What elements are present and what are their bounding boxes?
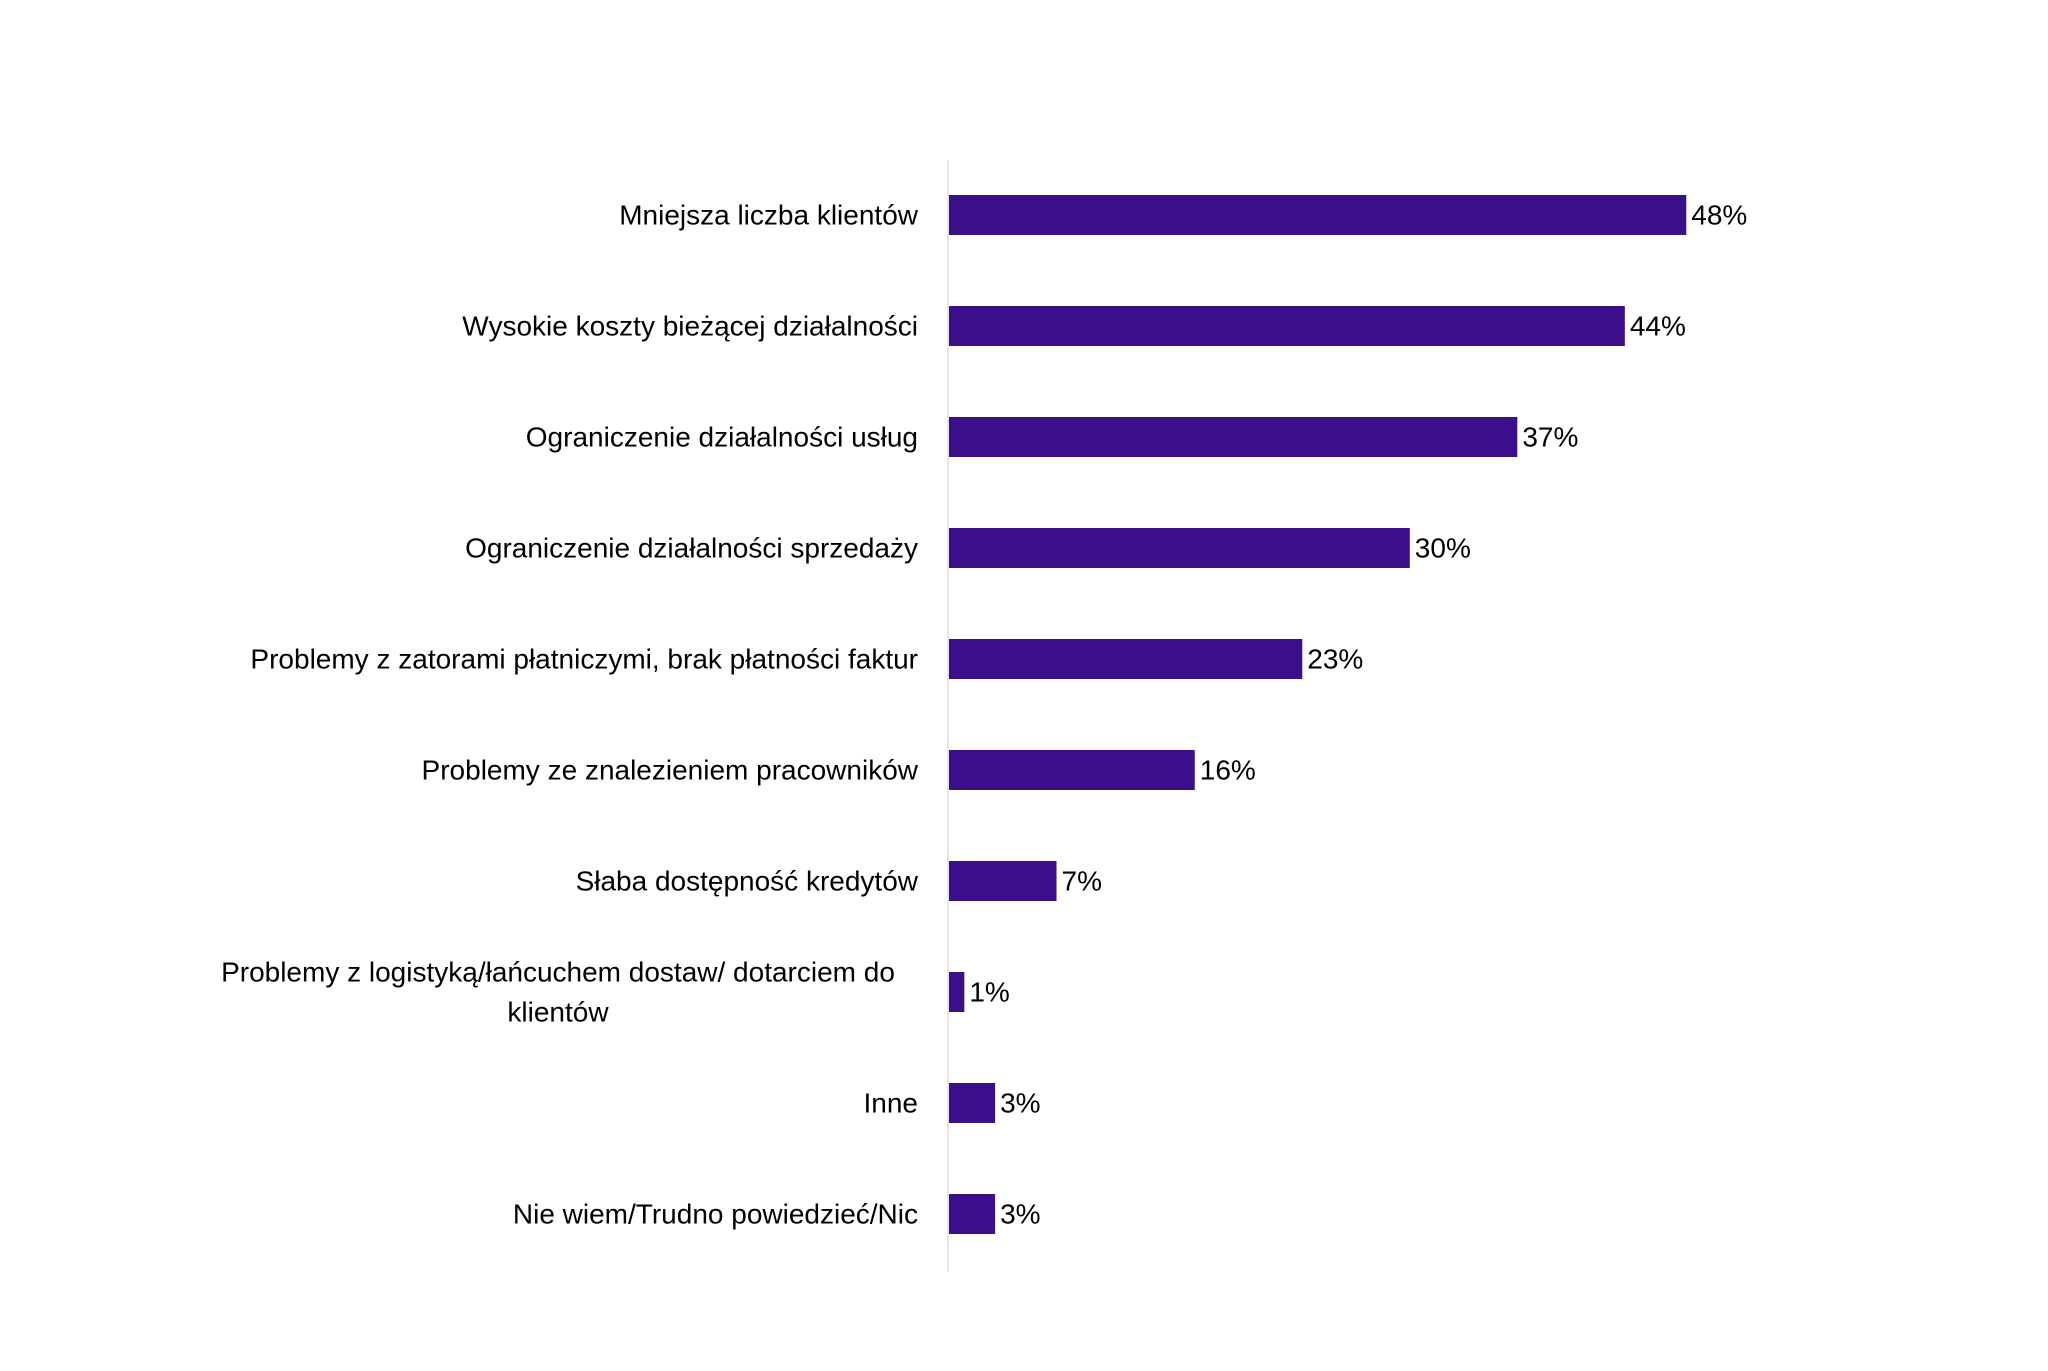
bar	[949, 750, 1195, 790]
bar-value-label: 3%	[1000, 1088, 1040, 1119]
category-label-line: Problemy z zatorami płatniczymi, brak pł…	[250, 644, 918, 675]
category-label-line: Słaba dostępność kredytów	[576, 866, 919, 897]
category-label: Wysokie koszty bieżącej działalności	[462, 311, 918, 342]
bar-value-label: 30%	[1415, 533, 1471, 564]
category-label: Problemy z logistyką/łańcuchem dostaw/ d…	[221, 957, 895, 1028]
bar	[949, 972, 965, 1012]
bar-value-label: 23%	[1307, 644, 1363, 675]
bar-value-label: 44%	[1630, 311, 1686, 342]
category-label-line: Wysokie koszty bieżącej działalności	[462, 311, 918, 342]
category-label: Ograniczenie działalności sprzedaży	[465, 533, 918, 564]
category-label: Słaba dostępność kredytów	[576, 866, 919, 897]
bar-value-label: 7%	[1062, 866, 1102, 897]
category-label-line: Problemy z logistyką/łańcuchem dostaw/ d…	[221, 957, 895, 988]
category-label: Ograniczenie działalności usług	[526, 422, 918, 453]
bar-value-label: 48%	[1691, 200, 1747, 231]
bar-value-label: 37%	[1522, 422, 1578, 453]
bar	[949, 1083, 996, 1123]
bar-value-label: 3%	[1000, 1199, 1040, 1230]
bars-layer	[949, 195, 1687, 1234]
bar-value-label: 1%	[969, 977, 1009, 1008]
category-label-line: Problemy ze znalezieniem pracowników	[422, 755, 919, 786]
bar	[949, 861, 1057, 901]
category-labels-layer: Mniejsza liczba klientów Wysokie koszty b…	[221, 200, 919, 1230]
category-label: Nie wiem/Trudno powiedzieć/Nic	[513, 1199, 918, 1230]
category-label-line: Inne	[864, 1088, 919, 1119]
category-label-line: Ograniczenie działalności usług	[526, 422, 918, 453]
category-label: Problemy ze znalezieniem pracowników	[422, 755, 919, 786]
bar	[949, 417, 1518, 457]
category-label: Mniejsza liczba klientów	[619, 200, 919, 231]
category-label-line: Mniejsza liczba klientów	[619, 200, 919, 231]
bar	[949, 639, 1303, 679]
bar-value-label: 16%	[1200, 755, 1256, 786]
category-label-line: Ograniczenie działalności sprzedaży	[465, 533, 918, 564]
category-label-line: Nie wiem/Trudno powiedzieć/Nic	[513, 1199, 918, 1230]
bar	[949, 528, 1410, 568]
category-label: Inne	[864, 1088, 919, 1119]
category-label-line: klientów	[507, 997, 609, 1028]
value-labels-layer: 48% 44% 37% 30% 23% 16% 7% 1% 3% 3%	[969, 200, 1747, 1230]
bar	[949, 195, 1687, 235]
bar	[949, 1194, 996, 1234]
bar	[949, 306, 1625, 346]
category-label: Problemy z zatorami płatniczymi, brak pł…	[250, 644, 918, 675]
